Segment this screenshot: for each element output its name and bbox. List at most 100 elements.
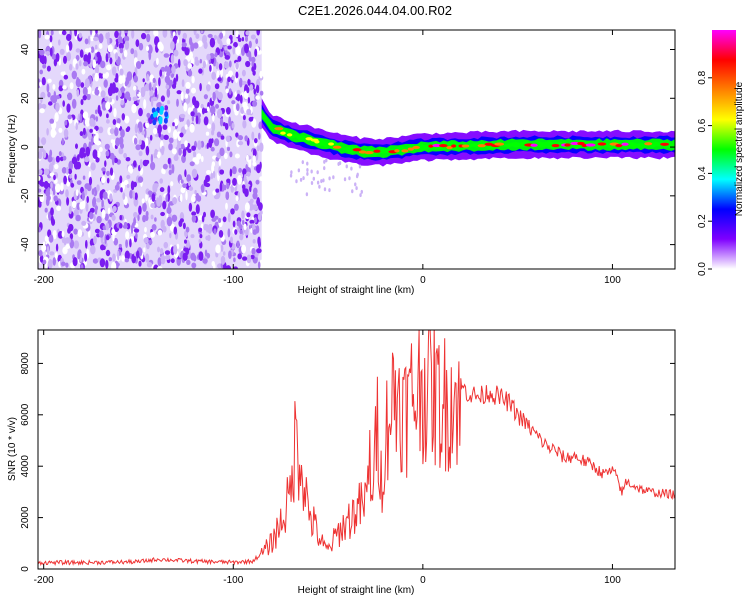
- noise-speckle: [112, 119, 117, 125]
- noise-speckle: [173, 244, 178, 255]
- noise-speckle: [150, 97, 154, 107]
- noise-speckle: [109, 128, 115, 135]
- noise-speckle: [144, 226, 147, 233]
- noise-speckle: [152, 77, 156, 83]
- signal-peak: [428, 144, 434, 148]
- noise-speckle: [252, 192, 258, 200]
- noise-speckle: [113, 237, 119, 246]
- noise-speckle: [224, 61, 230, 69]
- noise-speckle: [84, 117, 91, 127]
- noise-speckle: [87, 35, 91, 45]
- noise-speckle: [91, 188, 95, 195]
- snr-y-tick-label: 6000: [20, 403, 31, 426]
- signal-peak: [352, 148, 362, 152]
- signal-peak: [280, 131, 286, 135]
- noise-speckle: [179, 218, 184, 223]
- noise-speckle: [75, 122, 78, 130]
- noise-speckle: [156, 57, 159, 66]
- noise-speckle: [166, 216, 173, 227]
- noise-speckle: [109, 57, 113, 65]
- noise-speckle: [48, 162, 54, 172]
- noise-speckle: [205, 223, 209, 233]
- noise-speckle: [195, 115, 199, 125]
- snr-y-tick-label: 0: [20, 566, 31, 572]
- noise-speckle: [224, 122, 229, 131]
- noise-speckle: [225, 191, 230, 200]
- noise-speckle: [64, 120, 68, 126]
- noise-speckle: [90, 46, 95, 53]
- noise-speckle: [65, 189, 69, 198]
- noise-speckle: [38, 227, 42, 233]
- noise-speckle: [77, 250, 81, 260]
- noise-speckle: [177, 58, 181, 68]
- signal-peak: [305, 137, 313, 141]
- noise-speckle: [58, 85, 64, 92]
- noise-speckle: [252, 229, 258, 235]
- noise-speckle: [154, 183, 159, 188]
- noise-speckle: [69, 174, 73, 179]
- noise-speckle: [228, 250, 232, 259]
- noise-speckle: [55, 243, 59, 252]
- spectrogram-frame: [37, 29, 676, 270]
- noise-speckle: [162, 200, 167, 210]
- noise-speckle: [84, 183, 90, 190]
- noise-speckle: [160, 95, 165, 102]
- noise-speckle: [181, 42, 187, 48]
- noise-speckle: [85, 239, 88, 249]
- signal-scatter: [306, 167, 309, 172]
- colorbar-ticks: 0.0 0.2 0.4 0.6 0.8: [697, 70, 712, 276]
- noise-speckle: [164, 254, 171, 260]
- signal-peak: [461, 144, 470, 148]
- signal-peak: [615, 144, 623, 148]
- noise-speckle: [167, 126, 171, 134]
- noise-speckle: [69, 233, 74, 240]
- noise-speckle: [71, 70, 78, 80]
- noise-speckle: [143, 247, 146, 253]
- noise-speckle: [165, 84, 170, 90]
- noise-speckle: [38, 30, 42, 39]
- noise-speckle: [188, 180, 191, 187]
- noise-speckle: [74, 30, 78, 37]
- noise-speckle: [171, 214, 178, 222]
- noise-speckle: [184, 140, 188, 148]
- noise-speckle: [141, 198, 145, 204]
- noise-speckle: [170, 258, 175, 264]
- noise-speckle: [244, 188, 249, 197]
- noise-speckle: [238, 167, 243, 173]
- noise-speckle: [109, 167, 114, 176]
- noise-speckle: [169, 232, 172, 239]
- signal-scatter: [359, 193, 362, 198]
- noise-speckle: [248, 159, 252, 168]
- noise-speckle: [123, 152, 127, 159]
- noise-speckle: [220, 244, 224, 252]
- noise-speckle: [201, 215, 205, 223]
- noise-speckle: [201, 66, 205, 76]
- noise-speckle: [160, 219, 165, 229]
- noise-speckle: [220, 255, 226, 265]
- noise-speckle: [65, 262, 69, 268]
- noise-speckle: [202, 258, 208, 264]
- noise-speckle: [212, 170, 216, 179]
- noise-speckle: [134, 123, 138, 134]
- snr-y-tick-label: 2000: [20, 506, 31, 529]
- noise-speckle: [44, 235, 49, 242]
- signal-scatter: [316, 180, 320, 185]
- noise-speckle: [159, 69, 163, 77]
- noise-speckle: [101, 167, 106, 172]
- noise-speckle: [126, 126, 131, 132]
- noise-speckle: [94, 228, 100, 234]
- noise-speckle: [168, 143, 173, 151]
- noise-speckle: [208, 138, 213, 148]
- snr-x-tick-label: 100: [604, 575, 621, 586]
- noise-speckle: [79, 201, 85, 210]
- signal-scatter: [360, 189, 363, 194]
- noise-speckle: [122, 192, 126, 200]
- noise-speckle: [201, 184, 205, 193]
- noise-speckle: [120, 129, 125, 138]
- noise-speckle: [97, 55, 101, 65]
- noise-speckle: [197, 40, 203, 47]
- noise-speckle: [38, 175, 41, 181]
- noise-speckle: [150, 153, 154, 163]
- noise-speckle: [49, 118, 55, 124]
